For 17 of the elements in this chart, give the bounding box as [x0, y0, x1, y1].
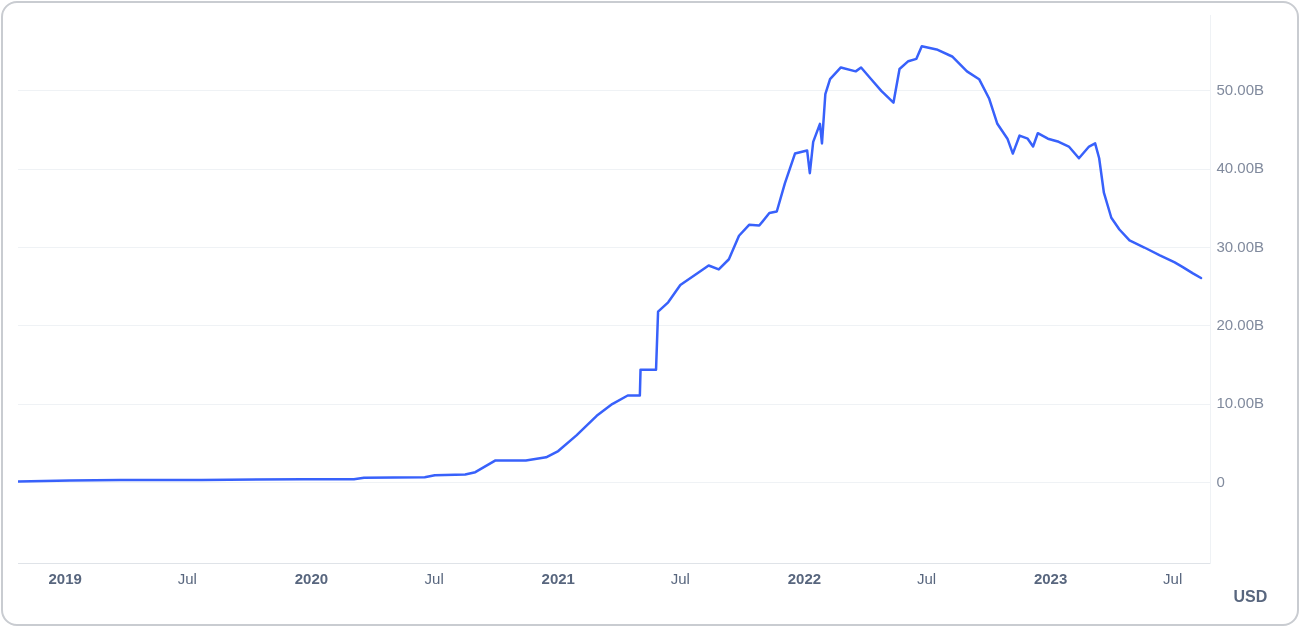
x-tick-label: 2021 — [541, 570, 575, 588]
x-tick-label: Jul — [916, 570, 937, 588]
y-tick-label: 30.00B — [1216, 237, 1265, 255]
x-tick-label: 2023 — [1033, 570, 1068, 588]
y-tick-label: 40.00B — [1216, 159, 1265, 177]
x-tick-label: 2020 — [294, 570, 329, 588]
y-tick-label: 50.00B — [1216, 81, 1265, 99]
y-axis-title: USD — [1233, 588, 1268, 606]
x-tick-label: Jul — [1163, 570, 1183, 588]
y-tick-label: 0 — [1216, 472, 1225, 490]
y-tick-label: 20.00B — [1216, 315, 1265, 333]
y-tick-label: 10.00B — [1216, 394, 1265, 412]
x-tick-label: Jul — [670, 570, 690, 588]
x-tick-label: Jul — [424, 570, 444, 588]
x-tick-label: 2022 — [787, 570, 822, 588]
x-tick-label: 2019 — [48, 570, 82, 588]
x-tick-label: Jul — [177, 570, 197, 588]
